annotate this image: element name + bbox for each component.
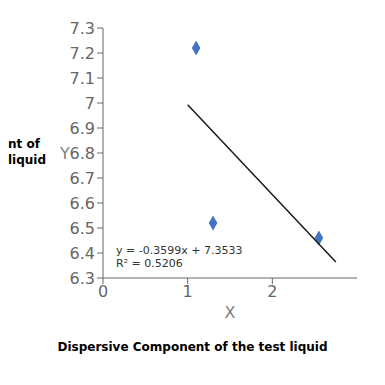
- svg-text:X: X: [225, 303, 236, 322]
- html-text:y = -0.3599x + 7.3533: y = -0.3599x + 7.3533: [116, 244, 243, 257]
- svg-text:6.4: 6.4: [70, 244, 95, 263]
- svg-text:7.3: 7.3: [70, 19, 95, 38]
- html-text:Dispersive Component of the te: Dispersive Component of the test liquid: [57, 340, 328, 354]
- svg-text:2: 2: [267, 282, 277, 301]
- svg-text:6.9: 6.9: [70, 119, 95, 138]
- svg-text:6.3: 6.3: [70, 269, 95, 288]
- svg-text:1: 1: [183, 282, 193, 301]
- svg-text:6.6: 6.6: [70, 194, 95, 213]
- svg-text:6.5: 6.5: [70, 219, 95, 238]
- svg-text:7: 7: [85, 94, 95, 113]
- svg-text:7.2: 7.2: [70, 44, 95, 63]
- svg-text:6.8: 6.8: [70, 144, 95, 163]
- svg-text:7.1: 7.1: [70, 69, 95, 88]
- html-text:R² = 0.5206: R² = 0.5206: [116, 257, 183, 270]
- svg-text:0: 0: [98, 282, 108, 301]
- html-text:liquid: liquid: [8, 153, 47, 167]
- svg-text:6.7: 6.7: [70, 169, 95, 188]
- svg-text:Y: Y: [59, 144, 70, 163]
- html-text:nt of: nt of: [8, 137, 40, 151]
